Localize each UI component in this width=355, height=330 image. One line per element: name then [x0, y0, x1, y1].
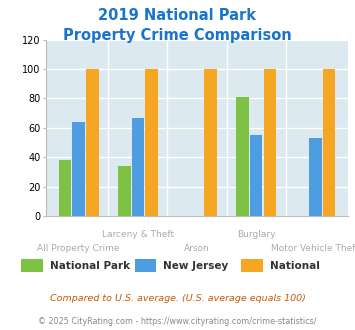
Bar: [236, 97, 249, 216]
Bar: [309, 138, 322, 216]
Text: Compared to U.S. average. (U.S. average equals 100): Compared to U.S. average. (U.S. average …: [50, 294, 305, 303]
Text: © 2025 CityRating.com - https://www.cityrating.com/crime-statistics/: © 2025 CityRating.com - https://www.city…: [38, 317, 317, 326]
Bar: [118, 166, 131, 216]
Bar: [72, 122, 85, 216]
Text: Burglary: Burglary: [237, 230, 275, 239]
Bar: [323, 69, 335, 216]
Text: Property Crime Comparison: Property Crime Comparison: [63, 28, 292, 43]
Text: 2019 National Park: 2019 National Park: [98, 8, 257, 23]
Bar: [86, 69, 99, 216]
Text: Arson: Arson: [184, 244, 210, 253]
Text: Larceny & Theft: Larceny & Theft: [102, 230, 174, 239]
Bar: [263, 69, 276, 216]
Bar: [132, 117, 144, 216]
Bar: [59, 160, 71, 216]
Text: Motor Vehicle Theft: Motor Vehicle Theft: [271, 244, 355, 253]
Bar: [145, 69, 158, 216]
Text: National Park: National Park: [50, 261, 130, 271]
Bar: [204, 69, 217, 216]
Bar: [250, 135, 262, 216]
Text: New Jersey: New Jersey: [163, 261, 229, 271]
Text: All Property Crime: All Property Crime: [37, 244, 120, 253]
Text: National: National: [270, 261, 320, 271]
